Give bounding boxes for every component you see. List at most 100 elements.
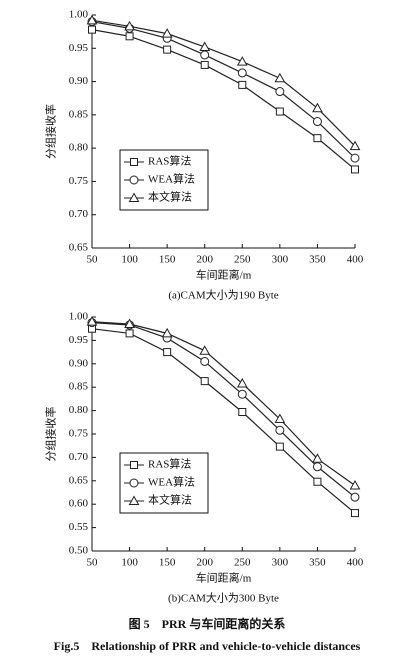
x-tick-label: 50	[87, 254, 99, 266]
x-tick-label: 300	[272, 254, 289, 266]
marker-square	[275, 442, 284, 451]
legend-label: WEA算法	[148, 475, 195, 489]
x-tick-label: 400	[347, 254, 364, 266]
marker-square	[313, 134, 322, 143]
x-tick-label: 400	[347, 557, 364, 569]
marker-triangle	[128, 495, 140, 505]
legend-label: RAS算法	[148, 154, 191, 168]
series-line	[91, 328, 356, 514]
marker-triangle	[312, 453, 323, 463]
y-axis-label: 分组接收率	[44, 104, 58, 159]
x-tick-label: 350	[309, 557, 326, 569]
marker-square	[200, 60, 209, 69]
series-line	[91, 322, 356, 498]
marker-triangle	[349, 140, 361, 151]
marker-circle	[129, 478, 139, 488]
marker-triangle	[236, 56, 248, 66]
series-line	[91, 21, 356, 159]
marker-triangle	[124, 318, 135, 329]
y-tick-label: 0.95	[69, 334, 89, 346]
x-tick-label: 150	[159, 557, 176, 569]
y-tick-label: 0.95	[69, 42, 89, 54]
marker-square	[163, 45, 172, 54]
marker-triangle	[199, 41, 211, 51]
marker-square	[130, 461, 138, 469]
x-tick-label: 200	[196, 254, 213, 266]
y-tick-label: 0.75	[69, 428, 89, 440]
marker-circle	[129, 175, 139, 185]
marker-square	[238, 80, 247, 89]
x-tick-label: 250	[234, 254, 251, 266]
marker-square	[351, 509, 359, 518]
marker-triangle	[161, 327, 173, 338]
y-tick-label: 0.50	[69, 545, 89, 557]
series-line	[91, 321, 356, 486]
marker-square	[125, 32, 134, 41]
legend-label: WEA算法	[148, 172, 195, 186]
y-tick-label: 0.90	[69, 357, 89, 369]
marker-circle	[312, 117, 322, 127]
y-tick-label: 0.85	[69, 381, 89, 393]
x-axis-label: 车间距离/m	[196, 571, 252, 585]
marker-triangle	[124, 20, 135, 31]
y-tick-label: 0.70	[69, 208, 89, 220]
y-tick-label: 0.75	[69, 175, 89, 187]
marker-square	[238, 408, 247, 417]
y-tick-label: 0.90	[69, 75, 89, 87]
marker-square	[125, 329, 134, 338]
legend-label: 本文算法	[148, 493, 192, 507]
marker-circle	[237, 68, 247, 78]
y-tick-label: 0.55	[69, 521, 89, 533]
marker-triangle	[274, 72, 286, 83]
marker-triangle	[199, 345, 211, 355]
x-tick-label: 50	[87, 557, 99, 569]
series-line	[91, 19, 356, 147]
y-tick-label: 1.00	[69, 311, 89, 323]
legend-label: RAS算法	[148, 457, 191, 471]
marker-square	[130, 158, 138, 166]
marker-square	[275, 107, 284, 116]
y-tick-label: 0.65	[69, 474, 89, 486]
subtitle: (b)CAM大小为300 Byte	[168, 591, 279, 605]
marker-triangle	[161, 28, 173, 38]
marker-circle	[200, 50, 210, 60]
x-tick-label: 300	[272, 557, 289, 569]
marker-circle	[350, 492, 360, 502]
x-tick-label: 100	[121, 557, 138, 569]
marker-circle	[350, 153, 360, 163]
marker-triangle	[349, 479, 361, 490]
y-tick-label: 0.70	[69, 451, 89, 463]
marker-square	[88, 25, 96, 34]
marker-triangle	[274, 413, 286, 424]
marker-square	[313, 477, 322, 486]
caption-en: Fig.5 Relationship of PRR and vehicle-to…	[54, 639, 361, 653]
y-axis-label: 分组接收率	[44, 407, 58, 462]
caption-cn: 图 5 PRR 与车间距离的关系	[129, 616, 286, 631]
marker-square	[351, 165, 359, 174]
marker-square	[163, 348, 172, 357]
marker-circle	[312, 462, 322, 472]
subtitle: (a)CAM大小为190 Byte	[168, 288, 278, 302]
y-tick-label: 0.85	[69, 108, 89, 120]
x-tick-label: 350	[309, 254, 326, 266]
marker-circle	[200, 356, 210, 366]
y-tick-label: 0.80	[69, 404, 89, 416]
marker-triangle	[128, 192, 140, 202]
marker-triangle	[312, 102, 323, 113]
x-axis-label: 车间距离/m	[196, 268, 252, 282]
marker-circle	[275, 425, 285, 435]
marker-circle	[275, 87, 285, 97]
x-tick-label: 200	[196, 557, 213, 569]
x-tick-label: 150	[159, 254, 176, 266]
legend-label: 本文算法	[148, 190, 192, 204]
y-tick-label: 0.80	[69, 142, 89, 154]
marker-circle	[237, 389, 247, 399]
marker-square	[200, 377, 209, 386]
marker-triangle	[86, 14, 98, 25]
marker-triangle	[86, 316, 98, 326]
y-tick-label: 1.00	[69, 9, 89, 21]
series-line	[91, 29, 356, 170]
y-tick-label: 0.65	[69, 242, 89, 254]
marker-triangle	[236, 377, 248, 388]
